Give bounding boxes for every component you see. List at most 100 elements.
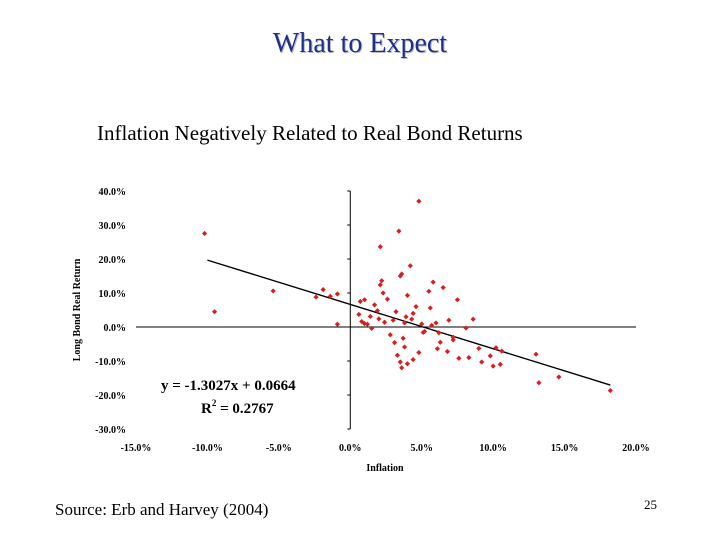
data-point xyxy=(270,288,276,294)
data-point xyxy=(456,355,462,361)
data-point xyxy=(399,271,405,277)
y-tick-label: 40.0% xyxy=(99,187,127,198)
x-tick-label: -15.0% xyxy=(121,443,152,454)
y-tick-label: 30.0% xyxy=(99,221,127,232)
data-point xyxy=(416,198,422,204)
data-point xyxy=(490,363,496,369)
r-squared-letter: R xyxy=(201,401,212,417)
data-point xyxy=(369,325,375,331)
data-point xyxy=(211,309,218,315)
slide-title: What to Expect xyxy=(272,28,448,59)
data-point xyxy=(320,287,326,293)
data-point xyxy=(536,380,542,386)
data-point xyxy=(400,335,406,341)
r-squared-value: = 0.2767 xyxy=(216,401,274,417)
trendline xyxy=(207,259,611,386)
data-point xyxy=(487,353,493,359)
data-point xyxy=(499,348,505,354)
data-point xyxy=(407,263,413,269)
data-point xyxy=(497,361,503,367)
x-tick-label: 5.0% xyxy=(410,443,433,454)
data-point xyxy=(433,320,439,326)
data-point xyxy=(361,321,368,327)
data-point xyxy=(334,291,341,297)
data-point xyxy=(377,282,383,288)
r-squared-label: R2 = 0.2767 xyxy=(201,398,274,417)
y-tick-label: -20.0% xyxy=(95,391,126,402)
data-point xyxy=(430,279,436,285)
data-point xyxy=(404,361,411,367)
data-point xyxy=(476,345,482,352)
x-tick-label: -5.0% xyxy=(266,443,292,454)
data-point xyxy=(463,325,469,331)
data-point xyxy=(446,317,452,323)
data-point xyxy=(450,334,456,340)
data-point xyxy=(399,365,405,371)
x-tick-label: -10.0% xyxy=(192,443,223,454)
data-point xyxy=(201,230,208,237)
x-tick-label: 0.0% xyxy=(339,443,362,454)
data-point xyxy=(436,330,442,336)
data-point xyxy=(313,294,319,300)
data-point xyxy=(556,374,562,380)
data-point xyxy=(377,244,383,250)
x-tick-label: 20.0% xyxy=(622,443,650,454)
data-point xyxy=(361,297,368,303)
r-squared-superscript: 2 xyxy=(212,398,217,408)
trendline-layer xyxy=(207,259,611,386)
tick-labels: 40.0%30.0%20.0%10.0%0.0%-10.0%-20.0%-30.… xyxy=(95,187,650,454)
data-point xyxy=(381,319,388,325)
y-tick-label: -30.0% xyxy=(95,425,126,436)
data-point xyxy=(401,344,408,350)
x-tick-label: 15.0% xyxy=(551,443,579,454)
y-tick-label: -10.0% xyxy=(95,357,126,368)
data-point xyxy=(470,316,476,322)
trendline-equation: y = -1.3027x + 0.0664 xyxy=(161,378,296,394)
data-point xyxy=(396,228,402,234)
data-point xyxy=(607,387,613,394)
data-point xyxy=(367,313,373,320)
data-point xyxy=(493,345,499,351)
data-point xyxy=(466,355,472,361)
data-point xyxy=(434,346,441,352)
data-point xyxy=(401,320,408,326)
x-axis-label: Inflation xyxy=(366,463,404,474)
data-point xyxy=(419,321,425,327)
data-point xyxy=(390,317,396,323)
data-point xyxy=(404,292,411,298)
data-point xyxy=(376,316,382,322)
data-point xyxy=(374,308,381,314)
data-point xyxy=(427,305,433,311)
y-axis-label: Long Bond Real Return xyxy=(72,258,83,361)
data-point xyxy=(371,302,378,308)
axes-layer xyxy=(136,190,636,430)
data-point xyxy=(479,359,485,365)
data-point xyxy=(403,314,409,320)
data-point xyxy=(450,337,456,343)
data-points xyxy=(201,198,613,394)
data-point xyxy=(410,357,416,363)
data-point xyxy=(429,322,435,328)
data-point xyxy=(357,298,363,305)
data-point xyxy=(380,290,386,296)
data-point xyxy=(393,309,399,315)
data-point xyxy=(384,296,391,302)
data-point xyxy=(356,311,362,318)
data-point xyxy=(420,329,426,336)
data-point xyxy=(437,339,443,345)
data-point xyxy=(410,310,416,316)
data-point xyxy=(454,297,461,303)
data-point xyxy=(394,352,401,358)
y-tick-label: 10.0% xyxy=(99,289,127,300)
x-tick-label: 10.0% xyxy=(479,443,507,454)
data-point xyxy=(387,332,393,338)
y-tick-label: 0.0% xyxy=(104,323,127,334)
data-point xyxy=(334,321,341,327)
data-point xyxy=(327,293,333,299)
data-point xyxy=(413,304,419,310)
data-point xyxy=(440,284,446,291)
page-number: 25 xyxy=(644,497,657,512)
data-point xyxy=(409,316,415,322)
data-point xyxy=(364,321,371,327)
